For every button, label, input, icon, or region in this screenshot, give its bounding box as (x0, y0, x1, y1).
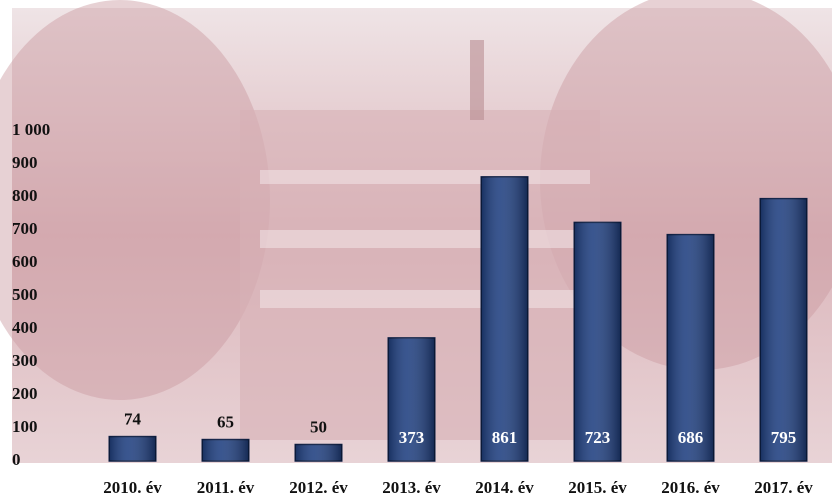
y-tick-label: 100 (12, 417, 38, 436)
bar-shading (667, 234, 714, 461)
y-tick-label: 1 000 (12, 120, 50, 139)
y-tick-label: 800 (12, 186, 38, 205)
y-tick-label: 0 (12, 450, 21, 469)
x-tick-label: 2010. év (103, 478, 162, 497)
y-tick-label: 900 (12, 153, 38, 172)
x-tick-label: 2011. év (197, 478, 255, 497)
value-label: 723 (585, 428, 611, 447)
bar-shading (388, 337, 435, 461)
y-tick-label: 700 (12, 219, 38, 238)
x-tick-label: 2014. év (475, 478, 534, 497)
x-tick-label: 2017. év (754, 478, 813, 497)
y-tick-label: 300 (12, 351, 38, 370)
y-tick-label: 200 (12, 384, 38, 403)
x-tick-label: 2015. év (568, 478, 627, 497)
x-tick-label: 2016. év (661, 478, 720, 497)
bar-shading (574, 222, 621, 461)
bar-shading (109, 436, 156, 461)
y-tick-label: 500 (12, 285, 38, 304)
y-tick-label: 600 (12, 252, 38, 271)
value-label: 74 (124, 409, 142, 428)
value-label: 795 (771, 428, 797, 447)
y-tick-label: 400 (12, 318, 38, 337)
value-label: 373 (399, 428, 425, 447)
bar-shading (481, 176, 528, 461)
bar-shading (760, 198, 807, 461)
x-tick-label: 2012. év (289, 478, 348, 497)
x-tick-label: 2013. év (382, 478, 441, 497)
value-label: 686 (678, 428, 704, 447)
bar-shading (295, 444, 342, 461)
bar-shading (202, 439, 249, 461)
value-label: 861 (492, 428, 518, 447)
value-label: 50 (310, 417, 327, 436)
value-label: 65 (217, 412, 234, 431)
